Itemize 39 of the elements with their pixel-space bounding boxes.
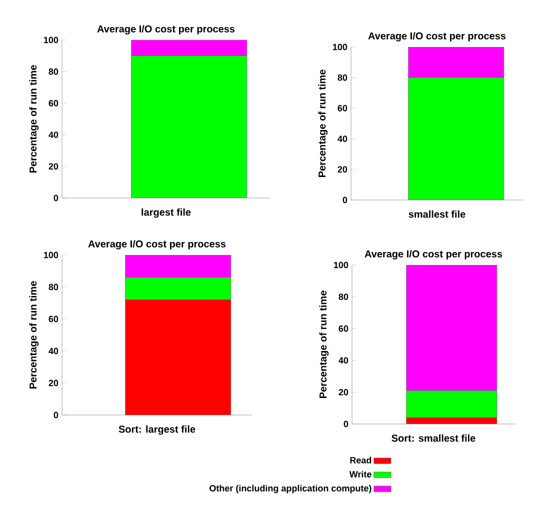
- y-axis-title: Percentage of run time: [29, 65, 39, 172]
- y-tick-label: 40: [338, 357, 348, 364]
- y-tick-label: 80: [48, 68, 58, 75]
- y-tick-label: 20: [48, 380, 58, 386]
- x-axis-title: Sort: largest file: [118, 425, 196, 435]
- y-tick-label: 20: [48, 163, 58, 170]
- x-axis-title: largest file: [142, 208, 191, 218]
- y-tick-label: 60: [338, 325, 348, 332]
- y-tick-label: 60: [338, 105, 348, 112]
- chart-title: Average I/O cost per process: [97, 25, 235, 34]
- y-tick-label: 40: [338, 136, 348, 142]
- y-tick-label: 0: [342, 196, 348, 204]
- legend-label: Other (including application compute): [210, 484, 372, 494]
- y-tick-label: 40: [48, 348, 58, 354]
- y-tick-label: 60: [48, 100, 58, 106]
- y-tick-label: 0: [54, 194, 58, 202]
- chart-title: Average I/O cost per process: [364, 250, 502, 260]
- chart-title: Average I/O cost per process: [368, 32, 506, 42]
- y-axis-title: Percentage of run time: [29, 281, 39, 388]
- y-axis-title: Percentage of run time: [318, 70, 328, 177]
- y-tick-label: 100: [44, 36, 58, 44]
- y-tick-label: 40: [48, 132, 58, 138]
- y-tick-label: 100: [44, 252, 58, 258]
- x-axis-title: smallest file: [408, 210, 466, 218]
- y-tick-label: 100: [333, 44, 348, 50]
- legend-label: Write: [349, 470, 372, 478]
- y-tick-label: 20: [338, 388, 348, 396]
- y-tick-label: 0: [54, 412, 58, 418]
- x-axis-title: Sort: smallest file: [392, 434, 476, 442]
- y-tick-label: 0: [344, 420, 348, 428]
- y-axis-title: Percentage of run time: [319, 290, 329, 398]
- y-tick-label: 80: [338, 74, 348, 81]
- y-tick-label: 100: [334, 262, 348, 268]
- y-tick-label: 20: [338, 166, 348, 173]
- legend-label: Read: [350, 456, 372, 464]
- y-tick-label: 80: [48, 284, 58, 290]
- y-tick-label: 60: [48, 316, 58, 322]
- y-tick-label: 80: [338, 294, 348, 300]
- chart-title: Average I/O cost per process: [88, 240, 226, 250]
